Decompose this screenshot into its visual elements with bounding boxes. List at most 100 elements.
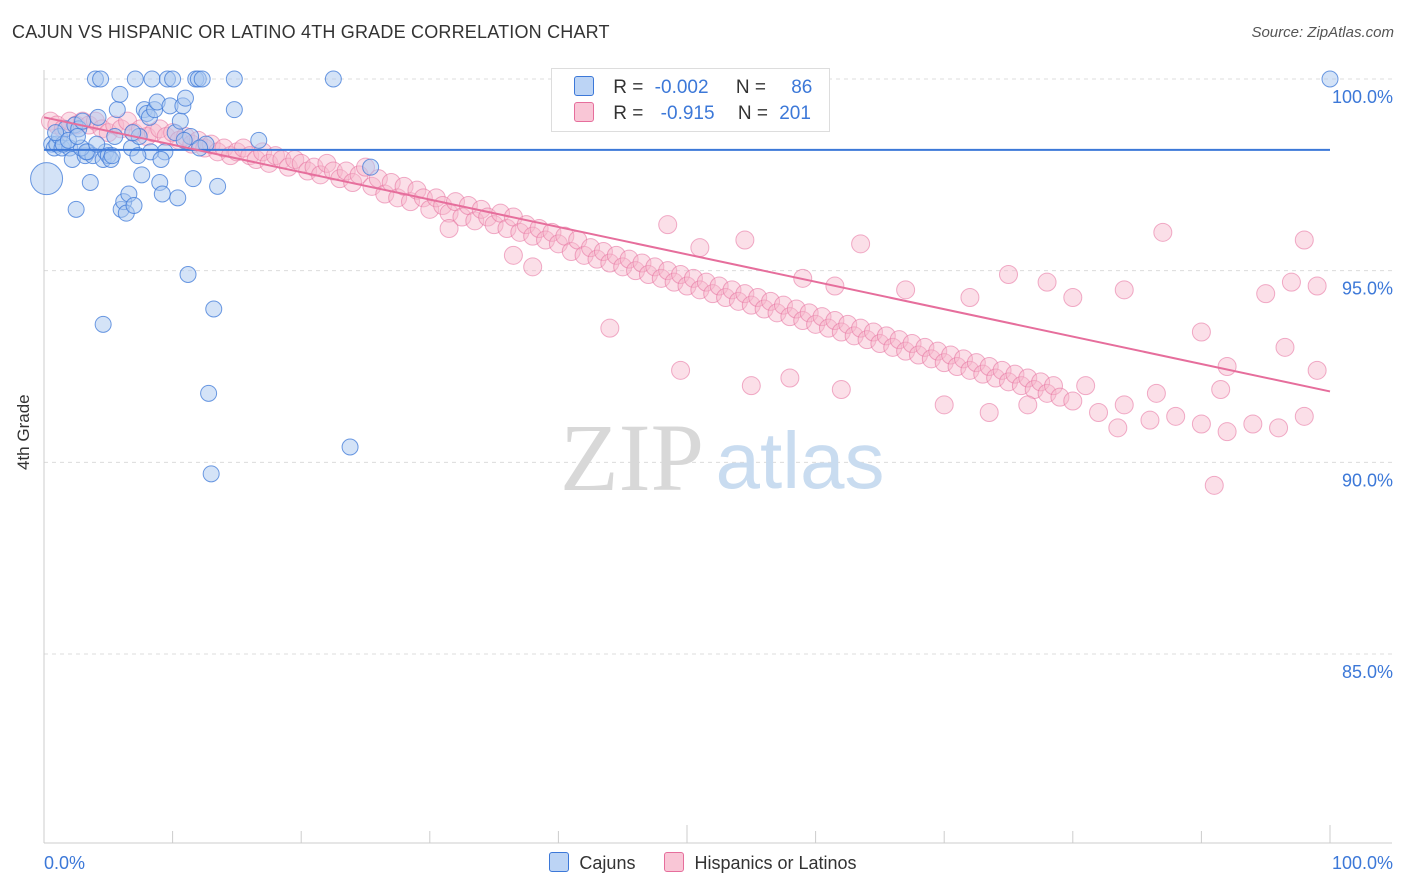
hispanic-point — [1031, 372, 1051, 392]
hispanic-point — [1005, 364, 1025, 384]
hispanic-point — [966, 353, 986, 373]
hispanic-point — [741, 295, 761, 315]
cajun-point — [111, 85, 129, 103]
hispanic-point — [523, 226, 543, 246]
hispanic-point — [690, 280, 710, 300]
source-label: Source: ZipAtlas.com — [1251, 24, 1394, 41]
cajun-point — [191, 139, 209, 157]
hispanic-point — [806, 314, 826, 334]
hispanic-point — [632, 253, 652, 273]
hispanic-point — [542, 222, 562, 242]
y-tick-label: 85.0% — [1342, 662, 1393, 682]
legend-item-cajuns[interactable]: Cajuns — [549, 852, 635, 874]
hispanic-point — [1275, 337, 1295, 357]
hispanic-point — [600, 253, 620, 273]
watermark-zip: ZIP — [560, 404, 704, 511]
hispanic-point — [896, 280, 916, 300]
cajun-point — [92, 70, 110, 88]
hispanic-point — [1011, 376, 1031, 396]
hispanic-point — [626, 261, 646, 281]
hispanic-point — [973, 364, 993, 384]
hispanic-point — [439, 219, 459, 238]
y-axis-label: 4th Grade — [14, 394, 33, 470]
hispanic-point — [1146, 383, 1166, 403]
hispanic-point — [857, 330, 877, 350]
hispanic-point — [523, 257, 543, 277]
hispanic-point — [851, 318, 871, 338]
hispanic-point — [722, 280, 742, 300]
hispanic-point — [1256, 284, 1276, 304]
hispanic-point — [1294, 230, 1314, 250]
hispanic-point — [896, 341, 916, 361]
hispanic-point — [851, 234, 871, 254]
cajun-point — [88, 135, 106, 153]
legend-n-value: 201 — [779, 103, 811, 124]
cajun-point — [68, 128, 86, 145]
hispanic-point — [336, 161, 356, 181]
hispanic-point — [780, 368, 800, 388]
cajun-point — [324, 70, 342, 88]
y-tick-label: 100.0% — [1332, 87, 1393, 107]
hispanic-point — [716, 288, 736, 307]
hispanic-point — [214, 138, 234, 158]
grid-lines — [44, 78, 1392, 655]
hispanic-point — [754, 299, 774, 319]
hispanic-point — [992, 360, 1012, 380]
hispanic-point — [587, 249, 607, 269]
hispanic-point — [741, 376, 761, 396]
series-hispanics-points — [40, 111, 1327, 495]
hispanic-point — [1217, 357, 1237, 376]
hispanic-point — [1217, 422, 1237, 442]
cajun-point — [67, 200, 85, 218]
hispanic-point — [735, 230, 755, 250]
hispanic-point — [986, 368, 1006, 388]
hispanic-point — [1191, 322, 1211, 342]
cajun-point — [179, 266, 197, 283]
cajun-point — [362, 158, 380, 176]
hispanic-point — [658, 261, 678, 281]
legend-row-hispanics: R = -0.915 N = 201 — [574, 102, 811, 126]
hispanic-point — [908, 345, 928, 365]
hispanic-point — [1191, 414, 1211, 434]
hispanic-point — [233, 138, 253, 158]
legend-row-cajuns: R = -0.002 N = 86 — [574, 76, 812, 100]
correlation-legend: R = -0.002 N = 86 R = -0.915 N = 201 — [551, 68, 830, 132]
hispanic-point — [1114, 395, 1134, 415]
hispanic-point — [1281, 272, 1301, 292]
hispanic-point — [889, 330, 909, 350]
cajun-point — [126, 70, 144, 88]
chart-title: CAJUN VS HISPANIC OR LATINO 4TH GRADE CO… — [12, 22, 610, 42]
tick-labels: 100.0% 95.0% 90.0% 85.0% 0.0% 100.0% — [44, 87, 1393, 873]
hispanic-swatch — [574, 102, 594, 122]
hispanic-point — [593, 242, 613, 261]
hispanic-point — [934, 395, 954, 415]
hispanic-point — [1063, 391, 1083, 411]
hispanic-point — [581, 238, 601, 258]
cajun-point — [133, 166, 151, 184]
legend-r-value: -0.915 — [660, 103, 715, 124]
hispanic-point — [304, 157, 324, 177]
hispanic-point — [600, 318, 620, 338]
cajun-point — [175, 131, 193, 149]
cajun-point — [94, 315, 112, 333]
hispanic-point — [619, 249, 639, 269]
legend-item-hispanics[interactable]: Hispanics or Latinos — [664, 852, 857, 874]
hispanic-point — [465, 211, 485, 231]
hispanic-point — [696, 272, 716, 292]
legend-r-label: R = — [613, 77, 644, 98]
hispanic-point — [1307, 276, 1327, 296]
cajun-point — [200, 384, 218, 402]
hispanic-point — [1108, 418, 1128, 438]
cajun-point — [153, 185, 171, 203]
cajun-point — [193, 70, 211, 88]
hispanic-point — [748, 288, 768, 307]
cajun-point — [205, 300, 223, 318]
x-tick-label: 0.0% — [44, 853, 85, 873]
cajun-point — [103, 147, 121, 165]
hispanic-point — [510, 222, 530, 242]
hispanic-point — [574, 245, 594, 265]
hispanic-point — [709, 276, 729, 296]
hispanic-point — [658, 215, 678, 235]
hispanic-point — [902, 334, 922, 353]
hispanic-point — [1063, 288, 1083, 307]
